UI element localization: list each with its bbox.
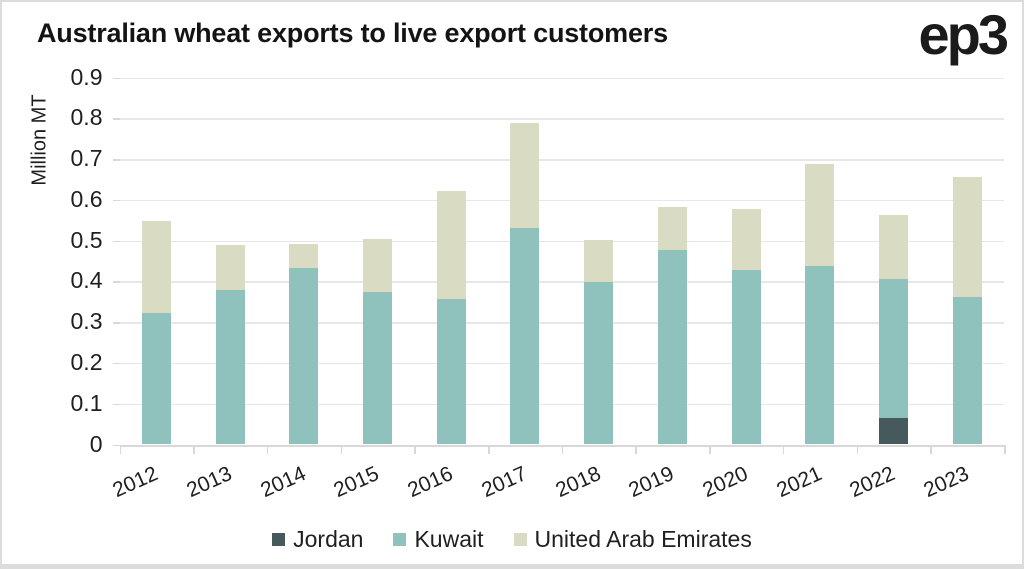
x-axis-tick (266, 444, 269, 454)
gridline (119, 199, 1004, 202)
legend-label-jordan: Jordan (293, 525, 364, 552)
y-tick-label: 0.9 (70, 63, 103, 90)
x-axis-tick (856, 444, 859, 454)
bar-segment-united-arab-emirates (436, 190, 466, 299)
bar-segment-jordan (878, 418, 908, 445)
bar-segment-kuwait (510, 227, 540, 445)
bar-segment-kuwait (362, 291, 392, 445)
y-axis-tick (112, 444, 120, 446)
x-axis-tick (561, 444, 564, 454)
x-axis-tick (1004, 444, 1006, 454)
bar-segment-united-arab-emirates (362, 238, 392, 292)
y-tick-label: 0.5 (70, 226, 103, 253)
bar-segment-united-arab-emirates (878, 215, 908, 279)
y-tick-label: 0.6 (70, 185, 103, 212)
y-axis-tick (112, 240, 120, 243)
bar-segment-kuwait (805, 265, 835, 445)
x-axis-tick (930, 444, 932, 454)
y-tick-label: 0.2 (70, 348, 103, 375)
bar-segment-kuwait (215, 290, 245, 445)
bar-segment-united-arab-emirates (141, 221, 171, 313)
legend-item-united-arab-emirates[interactable]: United Arab Emirates (513, 525, 752, 553)
bar-segment-kuwait (289, 268, 319, 445)
gridline (119, 77, 1004, 80)
bar-segment-kuwait (141, 312, 171, 445)
x-axis-tick (119, 444, 121, 454)
legend-swatch-kuwait (393, 532, 407, 546)
y-axis-tick (112, 322, 120, 324)
bar-segment-kuwait (657, 249, 687, 445)
y-tick-label: 0.4 (70, 267, 103, 294)
bar-segment-kuwait (731, 270, 761, 445)
legend-label-united-arab-emirates: United Arab Emirates (534, 525, 752, 552)
legend-item-kuwait[interactable]: Kuwait (393, 525, 484, 553)
bar-segment-kuwait (584, 282, 614, 445)
chart-title: Australian wheat exports to live export … (37, 18, 668, 48)
y-tick-label: 0.7 (70, 145, 103, 172)
y-axis-tick (112, 362, 120, 365)
y-axis-tick (112, 77, 120, 80)
y-tick-label: 0.1 (70, 389, 103, 416)
legend: Jordan Kuwait United Arab Emirates (2, 524, 1022, 554)
x-axis-tick (488, 444, 490, 454)
gridline (119, 362, 1004, 365)
x-axis-tick (709, 444, 711, 454)
legend-label-kuwait: Kuwait (414, 525, 484, 552)
y-axis-tick (112, 118, 120, 120)
gridline (119, 281, 1004, 283)
bar-segment-united-arab-emirates (805, 164, 835, 266)
x-axis-tick (635, 444, 637, 454)
bar-segment-united-arab-emirates (584, 240, 614, 283)
x-axis-tick (340, 444, 343, 454)
x-axis-tick (414, 444, 416, 454)
x-axis-tick (193, 444, 195, 454)
gridline (119, 240, 1004, 243)
y-axis-tick (112, 403, 120, 406)
bar-segment-united-arab-emirates (952, 176, 982, 297)
y-axis-tick (112, 199, 120, 202)
legend-swatch-jordan (272, 532, 286, 546)
bar-segment-kuwait (952, 296, 982, 445)
gridline (119, 322, 1004, 324)
bottom-edge-strip (2, 564, 1022, 569)
ep3-logo: ep3 (918, 3, 1009, 66)
bar-segment-united-arab-emirates (657, 207, 687, 250)
gridline (119, 118, 1004, 120)
gridline (119, 159, 1004, 161)
bar-segment-united-arab-emirates (510, 122, 540, 228)
y-tick-label: 0 (89, 430, 103, 457)
bar-segment-united-arab-emirates (731, 209, 761, 271)
y-axis-tick (112, 281, 120, 283)
bar-segment-united-arab-emirates (215, 244, 245, 291)
bar-segment-kuwait (436, 298, 466, 445)
y-tick-label: 0.8 (70, 104, 103, 131)
bar-segment-kuwait (878, 278, 908, 419)
y-axis-tick (112, 159, 120, 161)
legend-item-jordan[interactable]: Jordan (272, 526, 363, 553)
x-axis-tick (782, 444, 785, 454)
bar-segment-united-arab-emirates (289, 244, 319, 269)
y-tick-label: 0.3 (70, 308, 103, 335)
gridline (119, 403, 1004, 406)
legend-swatch-united-arab-emirates (513, 532, 527, 546)
